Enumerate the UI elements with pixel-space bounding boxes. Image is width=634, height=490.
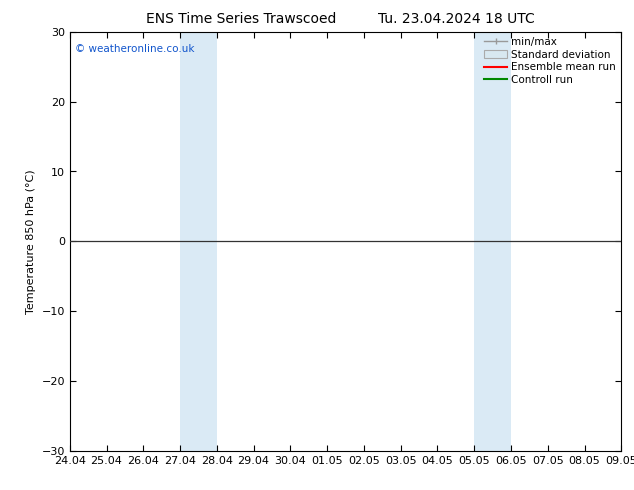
- Bar: [180, 32, 217, 451]
- Legend: min/max, Standard deviation, Ensemble mean run, Controll run: min/max, Standard deviation, Ensemble me…: [482, 35, 618, 87]
- Text: ENS Time Series Trawscoed: ENS Time Series Trawscoed: [146, 12, 336, 26]
- Y-axis label: Temperature 850 hPa (°C): Temperature 850 hPa (°C): [26, 169, 36, 314]
- Bar: [474, 32, 511, 451]
- Text: © weatheronline.co.uk: © weatheronline.co.uk: [75, 45, 195, 54]
- Text: Tu. 23.04.2024 18 UTC: Tu. 23.04.2024 18 UTC: [378, 12, 535, 26]
